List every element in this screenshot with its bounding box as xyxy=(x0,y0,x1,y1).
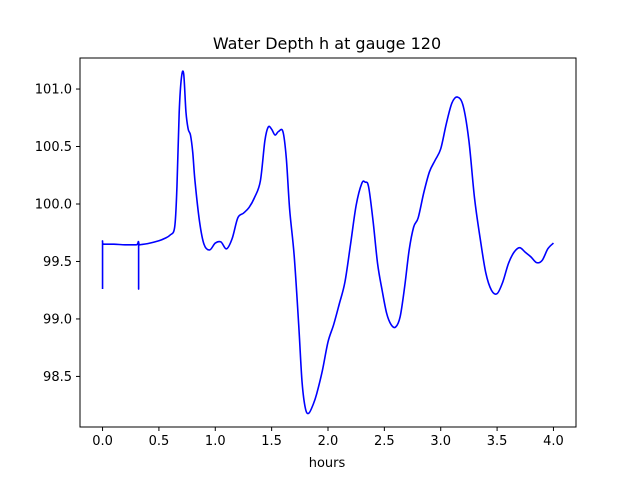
x-axis-label: hours xyxy=(309,456,346,471)
x-tick-label: 0.5 xyxy=(149,434,170,449)
x-tick-label: 1.0 xyxy=(205,434,226,449)
y-tick-label: 101.0 xyxy=(35,83,72,98)
x-tick-label: 3.5 xyxy=(487,434,508,449)
x-tick-label: 1.5 xyxy=(261,434,282,449)
x-tick-label: 3.0 xyxy=(430,434,451,449)
chart-title: Water Depth h at gauge 120 xyxy=(213,34,441,53)
y-tick-label: 99.0 xyxy=(43,312,72,327)
y-tick-label: 99.5 xyxy=(43,255,72,270)
y-tick-label: 100.5 xyxy=(35,140,72,155)
series-line xyxy=(101,70,555,415)
plot-frame xyxy=(79,57,577,428)
x-tick-label: 4.0 xyxy=(543,434,564,449)
y-tick-label: 98.5 xyxy=(43,370,72,385)
x-tick-label: 2.0 xyxy=(318,434,339,449)
x-tick-label: 2.5 xyxy=(374,434,395,449)
x-tick-label: 0.0 xyxy=(92,434,113,449)
y-tick-label: 100.0 xyxy=(35,197,72,212)
data-series xyxy=(101,70,555,415)
